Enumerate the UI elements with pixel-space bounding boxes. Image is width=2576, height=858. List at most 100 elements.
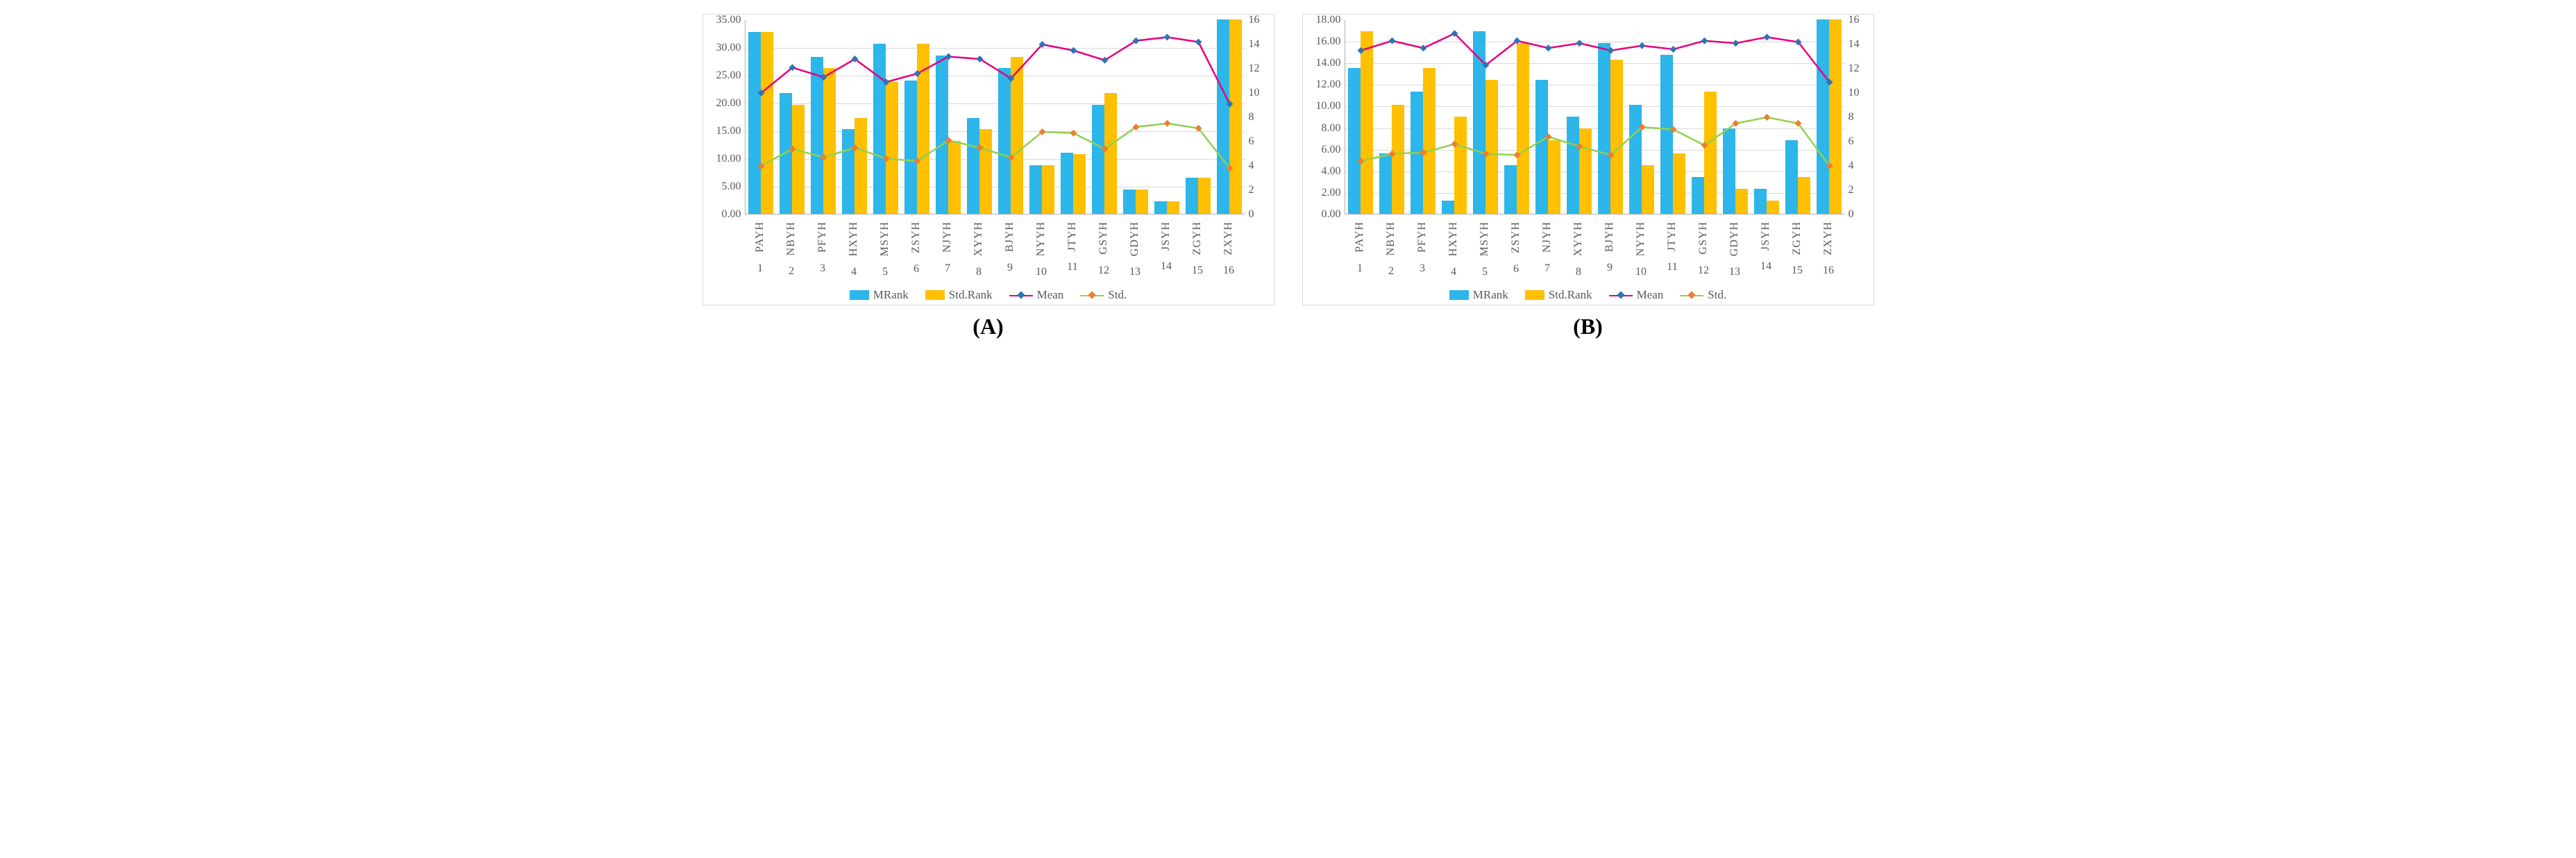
ytick-right: 0 bbox=[1245, 208, 1254, 221]
category-label: NYYH bbox=[1035, 219, 1047, 259]
x-label-cell: ZGYH15 bbox=[1782, 219, 1813, 278]
bar-stdrank bbox=[1073, 154, 1086, 214]
category-index: 4 bbox=[851, 266, 857, 278]
bar-stdrank bbox=[1735, 189, 1748, 214]
bar-mrank bbox=[936, 56, 948, 214]
bar-mrank bbox=[1723, 128, 1735, 214]
category-index: 9 bbox=[1607, 262, 1613, 274]
chart-box: 0.002.004.006.008.0010.0012.0014.0016.00… bbox=[1302, 14, 1874, 305]
bar-group bbox=[904, 44, 929, 214]
bar-mrank bbox=[1692, 177, 1704, 214]
bar-stdrank bbox=[1229, 19, 1242, 214]
bar-group bbox=[1723, 128, 1748, 214]
bar-group bbox=[1660, 55, 1685, 214]
x-label-cell: XYYH8 bbox=[963, 219, 995, 278]
category-index: 3 bbox=[820, 262, 825, 275]
bar-group bbox=[1817, 19, 1842, 214]
bar-group bbox=[1629, 105, 1654, 214]
ytick-left: 0.00 bbox=[1322, 208, 1345, 221]
bar-stdrank bbox=[1361, 31, 1373, 214]
x-label-cell: NJYH 7 bbox=[932, 219, 963, 278]
ytick-left: 2.00 bbox=[1322, 187, 1345, 199]
category-index: 7 bbox=[945, 262, 950, 275]
legend-item-mean: Mean bbox=[1009, 288, 1064, 302]
bar-mrank bbox=[842, 129, 855, 214]
x-label-cell: ZXYH16 bbox=[1813, 219, 1844, 278]
bar-stdrank bbox=[1610, 60, 1623, 214]
category-index: 13 bbox=[1729, 266, 1740, 278]
legend-item-std: Std. bbox=[1080, 288, 1127, 302]
panel-letter: (B) bbox=[1573, 314, 1603, 339]
bar-group bbox=[1692, 92, 1717, 214]
mean-label: Mean bbox=[1037, 288, 1064, 302]
category-label: GSYH bbox=[1697, 219, 1710, 258]
bar-mrank bbox=[1785, 140, 1798, 214]
bar-stdrank bbox=[1454, 117, 1467, 214]
std-line-icon bbox=[1080, 290, 1104, 300]
category-label: ZXYH bbox=[1822, 219, 1835, 258]
ytick-right: 14 bbox=[1844, 38, 1860, 51]
bar-mrank bbox=[1029, 165, 1042, 214]
ytick-right: 0 bbox=[1844, 208, 1854, 221]
stdrank-swatch bbox=[1525, 290, 1544, 300]
bar-stdrank bbox=[1517, 43, 1529, 214]
bar-group bbox=[842, 118, 867, 214]
mean-label: Mean bbox=[1637, 288, 1664, 302]
category-label: MSYH bbox=[1479, 219, 1491, 259]
category-index: 10 bbox=[1635, 266, 1647, 278]
category-label: NBYH bbox=[785, 219, 798, 258]
bar-group bbox=[1504, 43, 1529, 214]
bar-mrank bbox=[998, 68, 1011, 214]
bar-stdrank bbox=[1548, 140, 1560, 214]
category-label: ZSYH bbox=[910, 219, 923, 256]
bar-stdrank bbox=[1136, 190, 1148, 214]
ytick-right: 16 bbox=[1245, 14, 1260, 26]
ytick-left: 20.00 bbox=[716, 97, 746, 110]
mean-marker-icon bbox=[1017, 292, 1025, 299]
bar-mrank bbox=[1217, 19, 1229, 214]
bar-stdrank bbox=[948, 141, 961, 214]
panel-b: 0.002.004.006.008.0010.0012.0014.0016.00… bbox=[1302, 14, 1874, 339]
category-index: 1 bbox=[757, 262, 763, 275]
category-index: 15 bbox=[1192, 264, 1203, 277]
category-label: PFYH bbox=[1416, 219, 1429, 255]
category-index: 8 bbox=[976, 266, 982, 278]
bar-mrank bbox=[780, 93, 792, 214]
bars-layer bbox=[1345, 20, 1844, 214]
category-index: 2 bbox=[789, 265, 794, 278]
bar-stdrank bbox=[1829, 19, 1842, 214]
mrank-swatch bbox=[850, 290, 869, 300]
category-index: 12 bbox=[1698, 264, 1709, 277]
category-label: BJYH bbox=[1603, 219, 1616, 255]
bar-stdrank bbox=[1704, 92, 1717, 214]
x-label-cell: JTYH11 bbox=[1057, 219, 1088, 278]
bar-stdrank bbox=[917, 44, 929, 214]
category-index: 13 bbox=[1129, 266, 1140, 278]
category-label: GDYH bbox=[1129, 219, 1141, 259]
category-label: NBYH bbox=[1385, 219, 1397, 258]
x-label-cell: PAYH 1 bbox=[745, 219, 776, 278]
ytick-left: 0.00 bbox=[722, 208, 746, 221]
category-index: 5 bbox=[882, 266, 888, 278]
ytick-right: 6 bbox=[1245, 135, 1254, 148]
x-label-cell: MSYH5 bbox=[870, 219, 901, 278]
bar-mrank bbox=[811, 57, 823, 214]
bar-mrank bbox=[1092, 105, 1104, 214]
legend-item-stdrank: Std.Rank bbox=[925, 288, 993, 302]
category-index: 16 bbox=[1223, 264, 1234, 277]
bar-stdrank bbox=[886, 82, 898, 214]
category-label: NJYH bbox=[941, 219, 954, 255]
category-label: PAYH bbox=[754, 219, 766, 255]
x-label-cell: JSYH14 bbox=[1151, 219, 1182, 278]
ytick-right: 8 bbox=[1245, 111, 1254, 124]
bar-mrank bbox=[1473, 31, 1485, 214]
stdrank-swatch bbox=[925, 290, 945, 300]
ytick-right: 12 bbox=[1844, 62, 1860, 75]
std-label: Std. bbox=[1708, 288, 1726, 302]
x-labels: PAYH1NBYH2PFYH3HXYH4MSYH5ZSYH6NJYH7XYYH8… bbox=[1345, 219, 1844, 278]
bar-group bbox=[1598, 43, 1623, 214]
category-index: 12 bbox=[1098, 264, 1109, 277]
bar-stdrank bbox=[792, 105, 805, 214]
x-label-cell: ZSYH6 bbox=[1501, 219, 1532, 278]
bar-group bbox=[1123, 190, 1148, 214]
